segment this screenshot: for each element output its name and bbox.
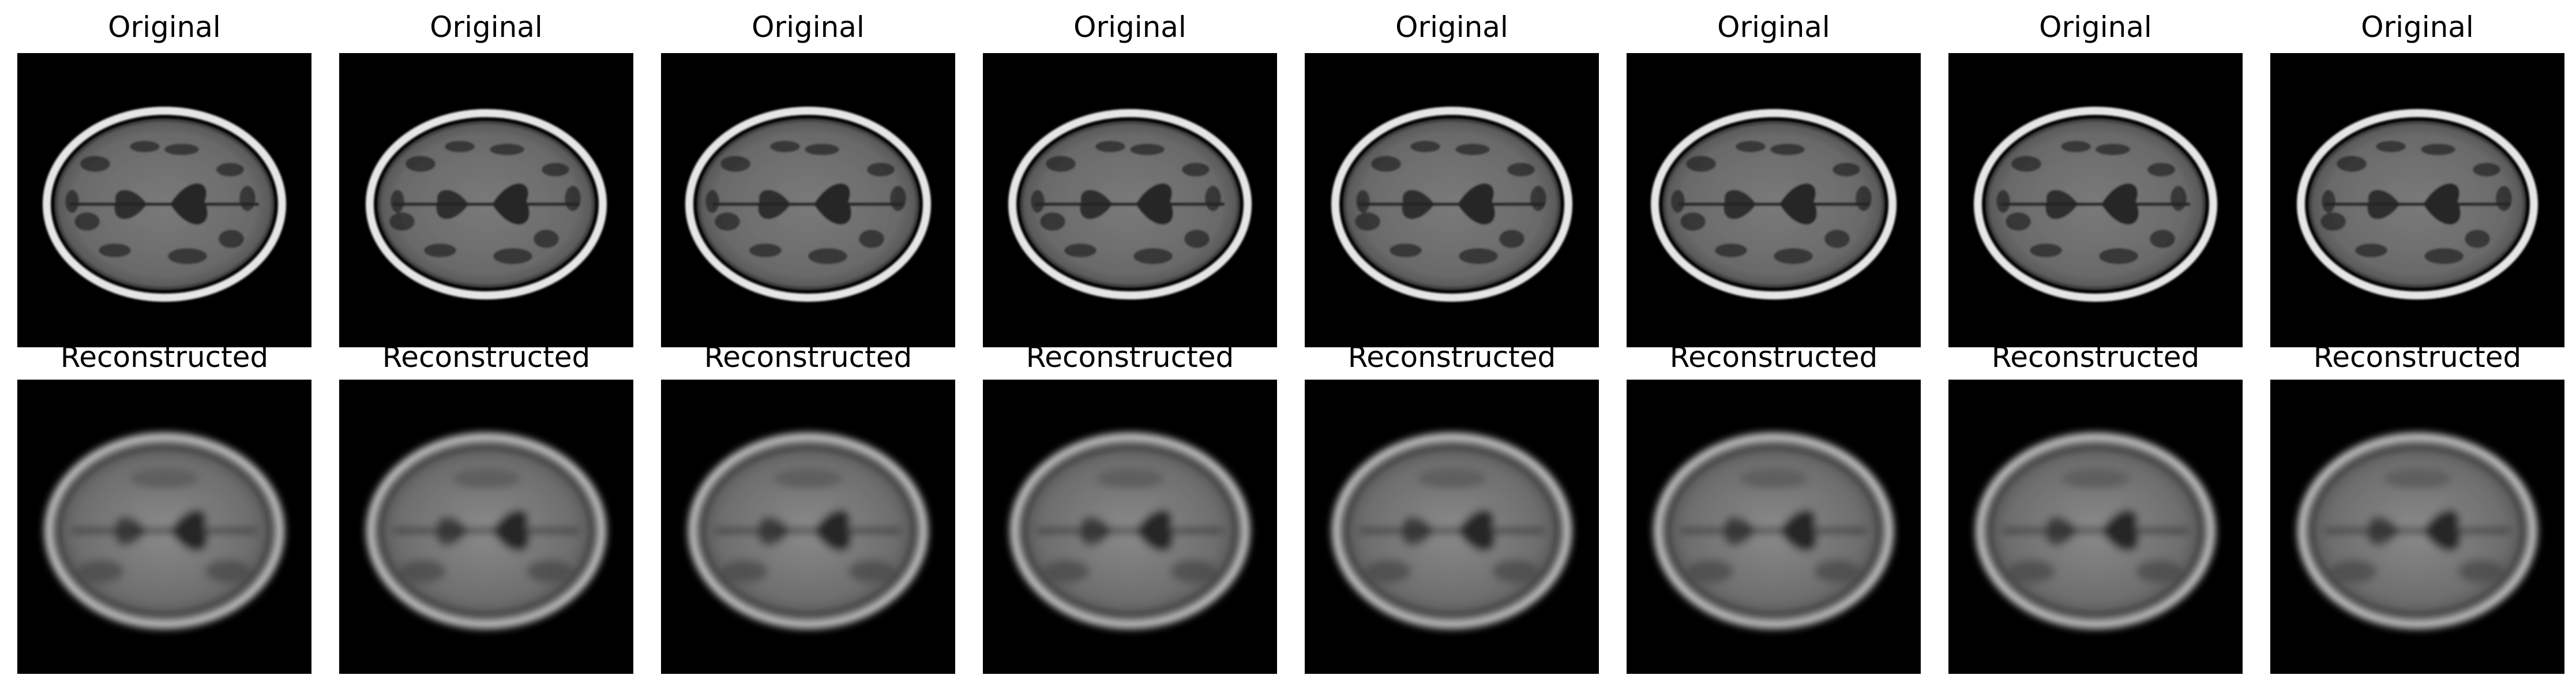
panel-title-reconstructed-1: Reconstructed: [60, 340, 269, 374]
reconstructed-image-8: [2270, 380, 2564, 674]
panel-title-original-7: Original: [2039, 10, 2152, 44]
reconstructed-image-6: [1627, 380, 1921, 674]
original-image-7: [1948, 53, 2243, 347]
reconstructed-image-3: [661, 380, 955, 674]
original-image-5: [1305, 53, 1599, 347]
original-image-6: [1627, 53, 1921, 347]
panel-title-reconstructed-6: Reconstructed: [1669, 340, 1878, 374]
original-image-4: [983, 53, 1277, 347]
panel-title-original-8: Original: [2361, 10, 2474, 44]
panel-title-reconstructed-4: Reconstructed: [1026, 340, 1234, 374]
panel-title-reconstructed-3: Reconstructed: [704, 340, 913, 374]
reconstructed-image-4: [983, 380, 1277, 674]
panel-title-original-1: Original: [108, 10, 221, 44]
panel-title-reconstructed-7: Reconstructed: [1991, 340, 2200, 374]
reconstructed-image-5: [1305, 380, 1599, 674]
reconstructed-image-7: [1948, 380, 2243, 674]
original-image-8: [2270, 53, 2564, 347]
panel-title-original-2: Original: [430, 10, 543, 44]
panel-title-original-3: Original: [752, 10, 865, 44]
panel-title-reconstructed-5: Reconstructed: [1347, 340, 1556, 374]
panel-title-original-5: Original: [1395, 10, 1508, 44]
panel-title-reconstructed-2: Reconstructed: [382, 340, 591, 374]
panel-title-original-6: Original: [1717, 10, 1830, 44]
panel-title-reconstructed-8: Reconstructed: [2313, 340, 2522, 374]
reconstructed-image-1: [17, 380, 311, 674]
original-image-3: [661, 53, 955, 347]
original-image-2: [339, 53, 633, 347]
original-image-1: [17, 53, 311, 347]
panel-title-original-4: Original: [1073, 10, 1186, 44]
reconstructed-image-2: [339, 380, 633, 674]
